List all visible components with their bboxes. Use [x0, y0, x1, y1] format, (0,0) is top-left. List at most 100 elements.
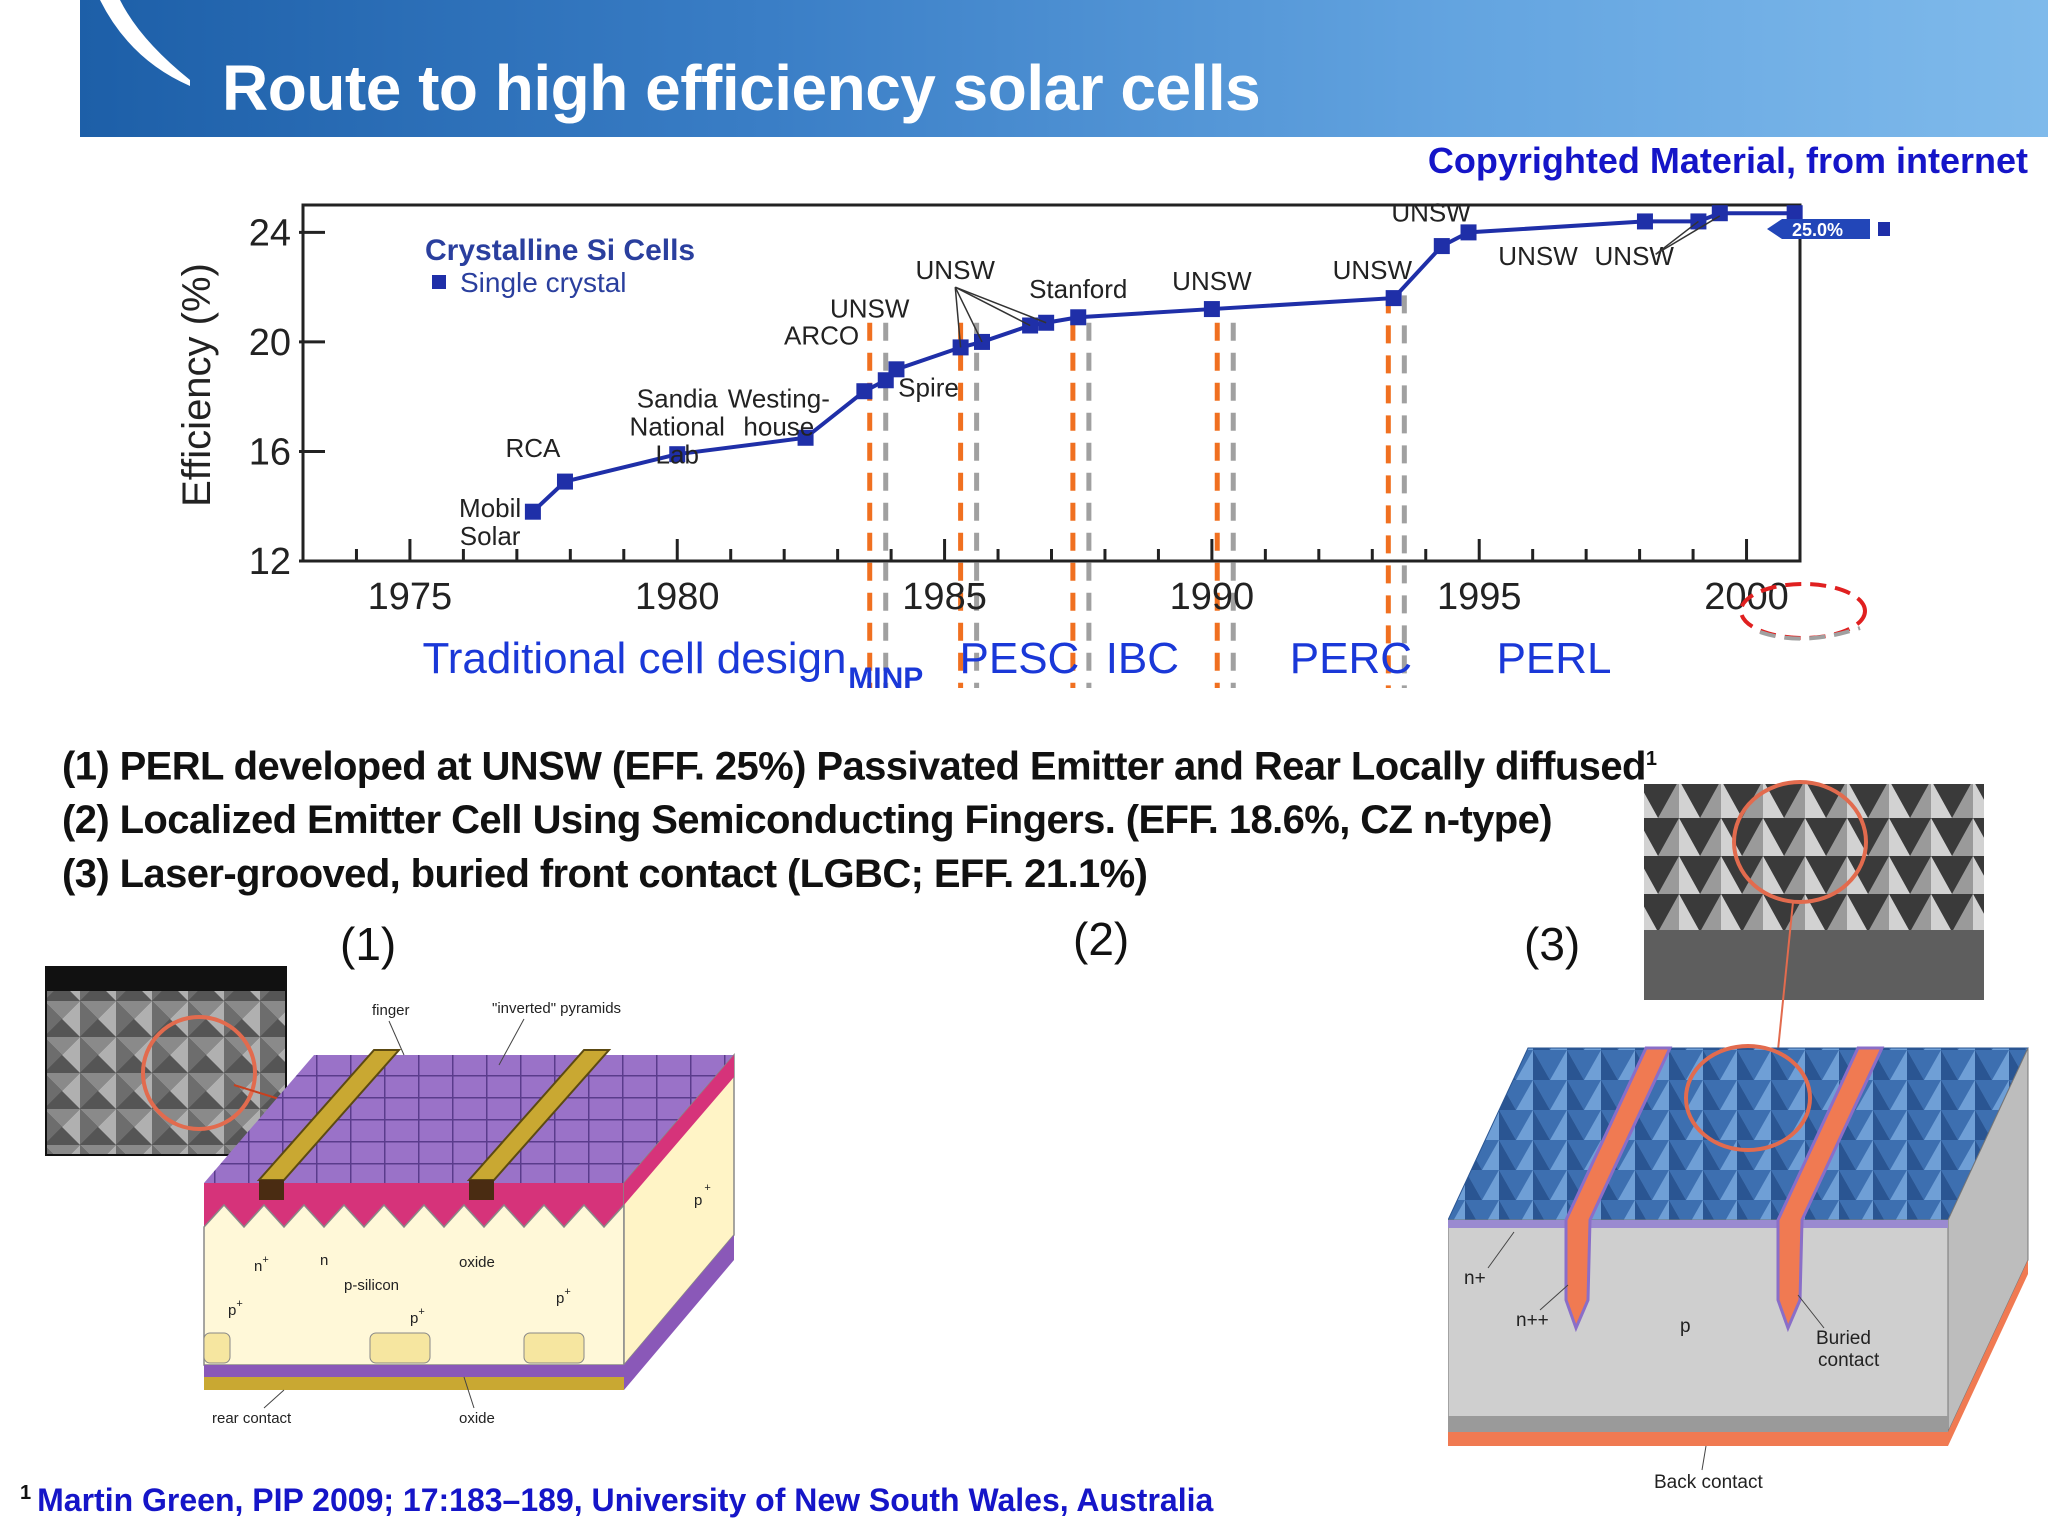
- label-inverted-pyramids: "inverted" pyramids: [492, 1000, 621, 1017]
- label-n-plus: n+: [254, 1254, 269, 1275]
- era-label: PERC: [1290, 634, 1412, 683]
- label-n-plus: n+: [1464, 1268, 1486, 1289]
- back-contact-side: [1948, 1260, 2028, 1446]
- buried-contact: [1776, 1046, 1885, 1333]
- copyright-note: Copyrighted Material, from internet: [1427, 140, 2028, 181]
- label-buried: Buried: [1816, 1328, 1871, 1349]
- sem-image-upright-pyramids: [1644, 784, 1984, 934]
- point-label: UNSW: [1333, 255, 1413, 285]
- rear-layer-side: [624, 1235, 734, 1390]
- back-contact-front: [1448, 1432, 1948, 1446]
- sem-image-pyramids: [45, 966, 287, 1156]
- leader-line: [1655, 220, 1699, 255]
- label-p-plus-right: p+: [556, 1286, 571, 1307]
- data-point: [1786, 205, 1803, 222]
- rear-layer-front: [1448, 1416, 1948, 1432]
- point-label: ARCO: [784, 321, 859, 351]
- sem-header: [46, 967, 286, 991]
- point-label: Westing-house: [728, 384, 830, 442]
- point-label: UNSW: [1595, 241, 1675, 271]
- point-label: UNSW: [1172, 266, 1252, 296]
- x-tick-label: 1995: [1437, 576, 1522, 618]
- sem-highlight: [1732, 780, 1868, 904]
- record-badge: 25.0%: [1767, 219, 1890, 240]
- y-axis-label: Efficiency (%): [175, 263, 219, 507]
- page-title: Route to high efficiency solar cells: [222, 52, 1261, 124]
- emitter-front: [1448, 1220, 1948, 1228]
- label-p-plus-left: p+: [228, 1298, 243, 1319]
- era-label: IBC: [1106, 634, 1179, 683]
- year-2000-highlight-gray: [1759, 626, 1861, 641]
- point-label: Sandia National Lab: [630, 384, 725, 470]
- panel-label-3: (3): [1524, 918, 1581, 970]
- leader-line: [954, 286, 1031, 327]
- note-2: (2) Localized Emitter Cell Using Semicon…: [62, 798, 1553, 843]
- point-label: UNSW: [916, 255, 996, 285]
- perl-cell-diagram: finger "inverted" pyramids n+ n oxide p-…: [45, 966, 735, 1427]
- y-tick-label: 24: [249, 212, 291, 254]
- sem-substrate: [1644, 930, 1984, 1000]
- era-label: PESC: [960, 634, 1080, 683]
- y-tick-label: 16: [249, 431, 291, 473]
- p-plus-region: [203, 1332, 231, 1364]
- data-point: [669, 446, 686, 463]
- legend-label: Single crystal: [460, 267, 627, 298]
- cell-top-textured: [1448, 1047, 2029, 1221]
- point-label: Mobil Solar: [459, 493, 521, 551]
- record-point: [1878, 222, 1890, 236]
- data-point: [1460, 224, 1477, 241]
- era-label: MINP: [848, 662, 923, 695]
- label-oxide-bottom: oxide: [459, 1410, 495, 1427]
- point-label: Stanford: [1029, 274, 1127, 304]
- note-3: (3) Laser-grooved, buried front contact …: [62, 852, 1148, 897]
- header-banner: [80, 0, 2048, 137]
- note-1: (1) PERL developed at UNSW (EFF. 25%) Pa…: [62, 744, 1657, 789]
- data-point: [1711, 205, 1728, 222]
- p-plus-region: [523, 1332, 585, 1364]
- data-point: [888, 361, 905, 378]
- sem-highlight: [141, 1015, 257, 1131]
- data-point: [856, 383, 873, 400]
- lgbc-cell-diagram: n+ n++ p Buried contact Back contact: [1448, 780, 2029, 1493]
- data-point: [1636, 213, 1653, 230]
- year-2000-highlight-red: [1739, 582, 1867, 640]
- efficiency-chart: Traditional cell design MINP PESC IBC PERC PE…: [175, 197, 1890, 695]
- cell-highlight: [1684, 1044, 1812, 1152]
- footnote: 1 Martin Green, PIP 2009; 17:183–189, Uni…: [20, 1482, 1214, 1518]
- x-tick-label: 2000: [1704, 576, 1789, 618]
- buried-contact: [1564, 1046, 1673, 1333]
- leader-line: [954, 286, 1047, 324]
- label-back-contact: Back contact: [1654, 1472, 1763, 1493]
- point-label: UNSW: [1498, 241, 1578, 271]
- label-oxide: oxide: [459, 1254, 495, 1271]
- data-point: [797, 429, 814, 446]
- y-tick-label: 12: [249, 541, 291, 583]
- point-label: Spire: [898, 373, 959, 403]
- data-point: [1070, 309, 1087, 326]
- data-point: [1433, 238, 1450, 255]
- leader-line: [954, 287, 962, 348]
- era-label: Traditional cell design: [423, 634, 847, 683]
- label-n-plus-plus: n++: [1516, 1310, 1549, 1331]
- y-tick-label: 20: [249, 322, 291, 364]
- label-rear-contact: rear contact: [212, 1410, 292, 1427]
- x-tick-label: 1990: [1170, 576, 1255, 618]
- cell-front: [203, 1203, 625, 1366]
- leader-line: [954, 286, 983, 343]
- label-p-plus-mid: p+: [410, 1306, 425, 1327]
- notes: (1) PERL developed at UNSW (EFF. 25%) Pa…: [62, 732, 1657, 901]
- label-p: p: [1680, 1316, 1691, 1337]
- label-n: n: [320, 1252, 328, 1269]
- panel-label-2: (2): [1073, 913, 1130, 965]
- chart-title: Crystalline Si Cells: [425, 234, 695, 267]
- point-label: UNSW: [830, 293, 910, 323]
- data-point: [973, 333, 990, 350]
- x-tick-label: 1975: [368, 576, 453, 618]
- x-tick-label: 1985: [902, 576, 987, 618]
- era-label: PERL: [1497, 634, 1612, 683]
- label-p-side: p+: [694, 1182, 711, 1209]
- side-emitter: [624, 1055, 734, 1205]
- label-finger: finger: [372, 1002, 410, 1019]
- point-label: RCA: [505, 433, 561, 463]
- rear-oxide-front: [204, 1365, 624, 1377]
